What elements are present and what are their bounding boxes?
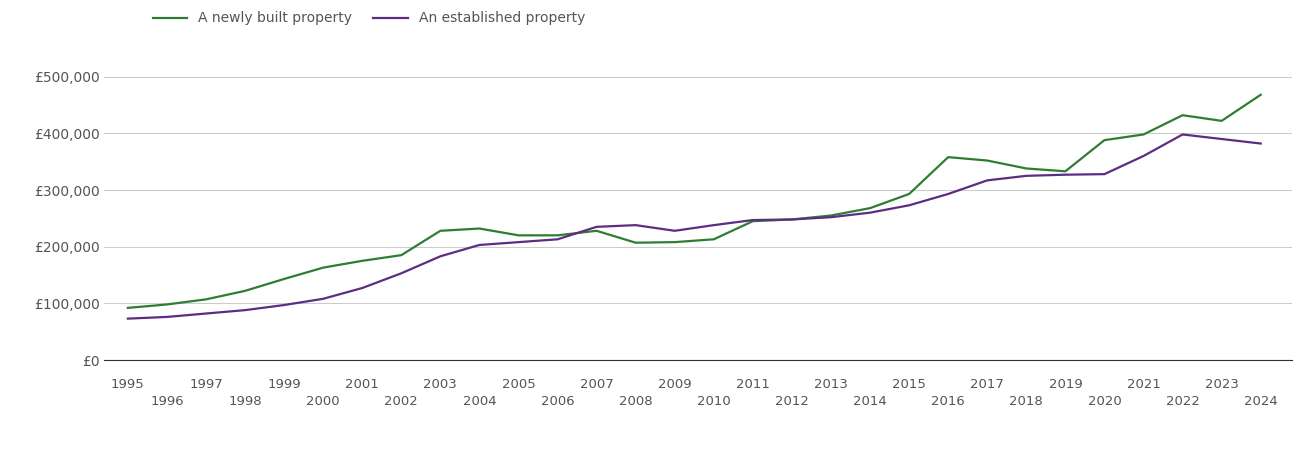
A newly built property bbox=[393, 252, 408, 258]
A newly built property bbox=[980, 158, 996, 163]
Text: 1998: 1998 bbox=[228, 395, 262, 408]
A newly built property bbox=[745, 218, 761, 224]
A newly built property bbox=[432, 228, 448, 234]
An established property bbox=[316, 296, 331, 302]
A newly built property bbox=[277, 276, 292, 282]
Line: A newly built property: A newly built property bbox=[128, 95, 1261, 308]
An established property bbox=[432, 254, 448, 259]
Text: 2017: 2017 bbox=[971, 378, 1004, 391]
An established property bbox=[393, 270, 408, 276]
Text: 2015: 2015 bbox=[893, 378, 927, 391]
A newly built property bbox=[1214, 118, 1229, 124]
A newly built property bbox=[549, 233, 565, 238]
Text: 2010: 2010 bbox=[697, 395, 731, 408]
An established property bbox=[863, 210, 878, 216]
Text: 2011: 2011 bbox=[736, 378, 770, 391]
Text: 2024: 2024 bbox=[1244, 395, 1278, 408]
A newly built property bbox=[471, 226, 487, 231]
A newly built property bbox=[159, 302, 175, 307]
A newly built property bbox=[667, 239, 683, 245]
Text: 2018: 2018 bbox=[1010, 395, 1043, 408]
Text: 2013: 2013 bbox=[814, 378, 848, 391]
A newly built property bbox=[1135, 132, 1151, 137]
Text: 1997: 1997 bbox=[189, 378, 223, 391]
A newly built property bbox=[316, 265, 331, 270]
An established property bbox=[941, 191, 957, 197]
An established property bbox=[1135, 153, 1151, 159]
An established property bbox=[745, 217, 761, 223]
A newly built property bbox=[1096, 137, 1112, 143]
An established property bbox=[549, 237, 565, 242]
An established property bbox=[628, 222, 643, 228]
An established property bbox=[510, 239, 526, 245]
A newly built property bbox=[1253, 92, 1268, 98]
An established property bbox=[1096, 171, 1112, 177]
Text: 2014: 2014 bbox=[853, 395, 887, 408]
An established property bbox=[667, 228, 683, 234]
A newly built property bbox=[902, 191, 917, 197]
A newly built property bbox=[120, 305, 136, 310]
Text: 1996: 1996 bbox=[150, 395, 184, 408]
An established property bbox=[355, 285, 371, 291]
A newly built property bbox=[589, 228, 604, 234]
Text: 2019: 2019 bbox=[1048, 378, 1082, 391]
An established property bbox=[471, 242, 487, 248]
A newly built property bbox=[1018, 166, 1034, 171]
Text: 2020: 2020 bbox=[1087, 395, 1121, 408]
An established property bbox=[1057, 172, 1073, 177]
A newly built property bbox=[941, 154, 957, 160]
Text: 2022: 2022 bbox=[1165, 395, 1199, 408]
Text: 1995: 1995 bbox=[111, 378, 145, 391]
Text: 2012: 2012 bbox=[775, 395, 809, 408]
Text: 2016: 2016 bbox=[932, 395, 966, 408]
An established property bbox=[120, 316, 136, 321]
A newly built property bbox=[823, 213, 839, 218]
Line: An established property: An established property bbox=[128, 135, 1261, 319]
Text: 2004: 2004 bbox=[462, 395, 496, 408]
A newly built property bbox=[863, 206, 878, 211]
Text: 2002: 2002 bbox=[385, 395, 418, 408]
A newly built property bbox=[355, 258, 371, 264]
Text: 2009: 2009 bbox=[658, 378, 692, 391]
Text: 2006: 2006 bbox=[540, 395, 574, 408]
Text: 2023: 2023 bbox=[1205, 378, 1238, 391]
A newly built property bbox=[1174, 112, 1190, 118]
A newly built property bbox=[784, 217, 800, 222]
An established property bbox=[277, 302, 292, 308]
An established property bbox=[823, 215, 839, 220]
An established property bbox=[980, 178, 996, 183]
Legend: A newly built property, An established property: A newly built property, An established p… bbox=[147, 6, 591, 31]
An established property bbox=[784, 217, 800, 222]
A newly built property bbox=[628, 240, 643, 245]
A newly built property bbox=[706, 237, 722, 242]
Text: 2003: 2003 bbox=[424, 378, 457, 391]
A newly built property bbox=[198, 297, 214, 302]
An established property bbox=[706, 222, 722, 228]
An established property bbox=[1214, 136, 1229, 142]
Text: 2005: 2005 bbox=[501, 378, 535, 391]
An established property bbox=[1174, 132, 1190, 137]
An established property bbox=[159, 314, 175, 319]
An established property bbox=[198, 311, 214, 316]
Text: 2000: 2000 bbox=[307, 395, 341, 408]
Text: 2001: 2001 bbox=[346, 378, 378, 391]
An established property bbox=[1018, 173, 1034, 179]
An established property bbox=[1253, 141, 1268, 146]
Text: 2021: 2021 bbox=[1126, 378, 1160, 391]
Text: 1999: 1999 bbox=[268, 378, 301, 391]
A newly built property bbox=[1057, 169, 1073, 174]
Text: 2008: 2008 bbox=[619, 395, 652, 408]
A newly built property bbox=[238, 288, 253, 293]
Text: 2007: 2007 bbox=[579, 378, 613, 391]
A newly built property bbox=[510, 233, 526, 238]
An established property bbox=[238, 307, 253, 313]
An established property bbox=[589, 224, 604, 230]
An established property bbox=[902, 202, 917, 208]
